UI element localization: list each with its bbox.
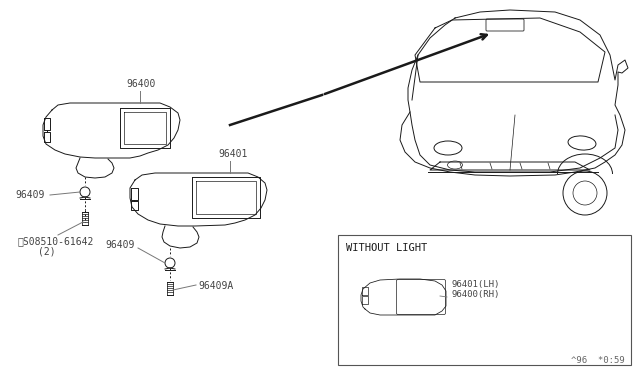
Text: (2): (2) (38, 247, 56, 257)
Text: 96409: 96409 (105, 240, 134, 250)
Text: WITHOUT LIGHT: WITHOUT LIGHT (346, 243, 428, 253)
Text: ⓈS08510-61642: ⓈS08510-61642 (18, 236, 94, 246)
Text: 96400(RH): 96400(RH) (452, 291, 500, 299)
Text: 96409: 96409 (15, 190, 44, 200)
Text: ^96  *0:59: ^96 *0:59 (572, 356, 625, 365)
Bar (338, 235, 631, 365)
Text: 96409A: 96409A (198, 281, 233, 291)
Text: 96401: 96401 (218, 149, 248, 159)
Text: 96401(LH): 96401(LH) (452, 280, 500, 289)
Text: 96400: 96400 (126, 79, 156, 89)
